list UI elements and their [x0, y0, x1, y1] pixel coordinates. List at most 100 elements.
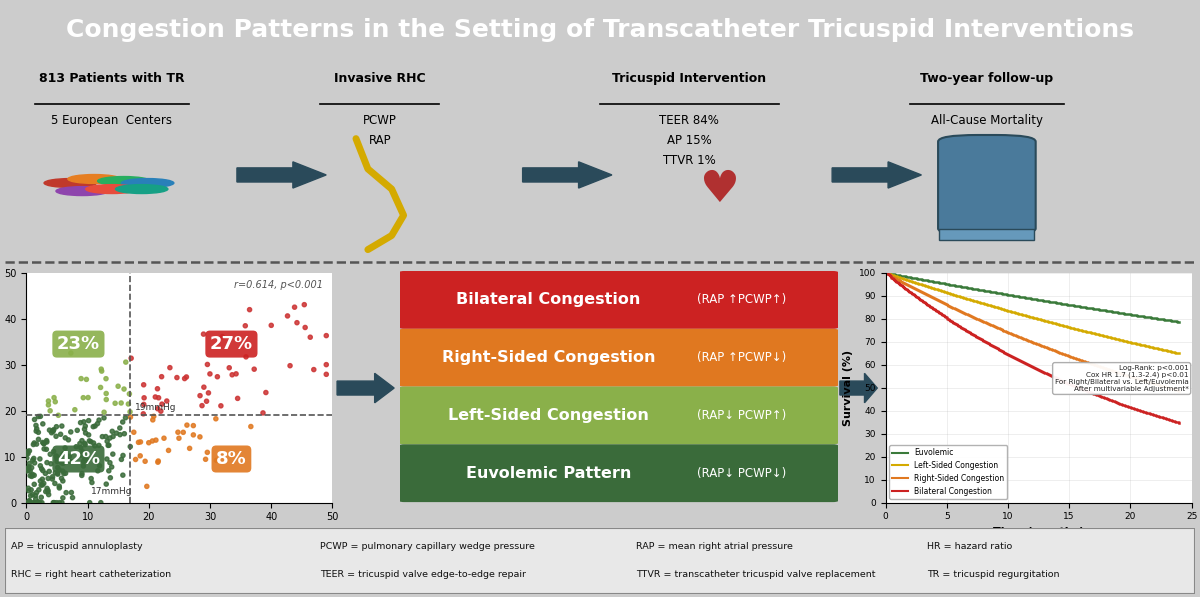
Point: [184, 421, 203, 430]
Point: [100, 441, 119, 450]
Point: [44, 498, 64, 507]
Point: [49, 481, 68, 491]
Point: [148, 404, 167, 414]
Point: [191, 391, 210, 401]
Point: [30, 454, 49, 464]
Point: [24, 498, 43, 507]
Point: [146, 435, 166, 445]
Point: [47, 451, 66, 461]
Point: [74, 417, 94, 427]
Text: (RAP↓ PCWP↓): (RAP↓ PCWP↓): [697, 467, 786, 480]
Point: [43, 498, 62, 507]
Point: [206, 456, 226, 465]
Point: [80, 498, 100, 507]
Point: [91, 498, 110, 507]
Point: [134, 393, 154, 402]
Point: [55, 433, 74, 442]
Point: [42, 428, 61, 438]
Point: [31, 411, 50, 421]
Point: [95, 408, 114, 417]
Point: [71, 439, 90, 448]
Text: Invasive RHC: Invasive RHC: [334, 72, 426, 85]
Point: [121, 413, 140, 422]
Point: [54, 449, 73, 458]
Point: [59, 435, 78, 445]
Point: [90, 416, 109, 425]
Point: [137, 482, 156, 491]
Text: 42%: 42%: [56, 450, 100, 468]
Point: [88, 456, 107, 465]
Point: [220, 363, 239, 373]
Point: [53, 493, 72, 503]
Point: [96, 374, 115, 383]
Point: [25, 498, 44, 507]
Point: [41, 450, 60, 459]
Text: Congestion Patterns in the Setting of Transcatheter Tricuspid Interventions: Congestion Patterns in the Setting of Tr…: [66, 18, 1134, 42]
Point: [134, 399, 154, 409]
Point: [36, 487, 55, 496]
Point: [198, 448, 217, 457]
Point: [24, 454, 43, 463]
Point: [82, 437, 101, 447]
Point: [102, 462, 121, 472]
Point: [85, 441, 104, 451]
Point: [20, 498, 40, 507]
Point: [191, 432, 210, 442]
Point: [29, 435, 48, 444]
Point: [44, 425, 64, 435]
Point: [28, 424, 47, 433]
Point: [103, 426, 122, 436]
Point: [56, 488, 76, 497]
Point: [119, 399, 138, 409]
Point: [46, 479, 65, 488]
Point: [83, 478, 102, 487]
Point: [53, 476, 72, 486]
Point: [89, 466, 108, 476]
Point: [32, 480, 52, 490]
Text: (RAP↓ PCWP↑): (RAP↓ PCWP↑): [697, 409, 786, 422]
Point: [43, 474, 62, 484]
Point: [194, 383, 214, 392]
Point: [106, 398, 125, 408]
Point: [97, 436, 116, 446]
Point: [74, 457, 94, 466]
Point: [76, 421, 95, 431]
Point: [19, 458, 38, 468]
Point: [76, 454, 95, 463]
Point: [28, 498, 47, 507]
Point: [26, 491, 46, 500]
Point: [53, 450, 72, 460]
Point: [25, 458, 44, 467]
Point: [52, 473, 71, 483]
Point: [116, 413, 136, 423]
Circle shape: [56, 187, 108, 196]
Text: Left-Sided Congestion: Left-Sided Congestion: [448, 408, 649, 423]
Point: [304, 365, 323, 374]
Point: [133, 409, 152, 418]
Text: 23%: 23%: [56, 335, 100, 353]
Point: [161, 363, 180, 373]
Point: [149, 393, 168, 402]
Point: [52, 458, 71, 467]
Point: [22, 485, 41, 494]
Point: [71, 451, 90, 460]
Point: [72, 469, 91, 478]
Point: [317, 331, 336, 340]
Point: [107, 429, 126, 438]
FancyBboxPatch shape: [397, 329, 840, 387]
Point: [29, 485, 48, 494]
Point: [46, 468, 65, 478]
Point: [61, 457, 80, 466]
Point: [103, 432, 122, 441]
Point: [43, 426, 62, 435]
Point: [29, 427, 48, 437]
Point: [53, 421, 72, 431]
Point: [200, 369, 220, 378]
Point: [55, 443, 74, 453]
Point: [110, 423, 130, 433]
Point: [152, 372, 172, 381]
Circle shape: [44, 179, 96, 187]
Point: [175, 374, 194, 383]
Point: [257, 387, 276, 397]
Point: [131, 451, 150, 461]
